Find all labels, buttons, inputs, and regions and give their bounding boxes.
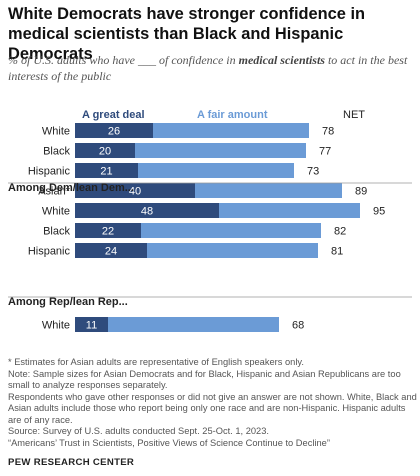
value-label-net: 89: [355, 186, 367, 198]
bar-fair-amount: [108, 317, 279, 332]
value-label-net: 81: [331, 246, 343, 258]
bar-great-deal: [75, 203, 219, 218]
group-label: Among Dem/lean Dem...: [8, 182, 134, 194]
bar-fair-amount: [153, 123, 309, 138]
bar-great-deal: [75, 223, 141, 238]
category-label: Hispanic: [28, 246, 71, 258]
value-label-great-deal: 20: [99, 146, 111, 158]
category-label: White: [42, 206, 70, 218]
note-report-title: “Americans’ Trust in Scientists, Positiv…: [8, 437, 330, 448]
category-label: Asian*: [38, 186, 71, 198]
bar-fair-amount: [138, 163, 294, 178]
category-label: Black: [43, 146, 70, 158]
note-source: Source: Survey of U.S. adults conducted …: [8, 426, 269, 436]
value-label-net: 73: [307, 166, 319, 178]
chart-notes: * Estimates for Asian adults are represe…: [8, 357, 418, 449]
legend-fair-amount: A fair amount: [197, 109, 268, 121]
value-label-great-deal: 24: [105, 246, 117, 258]
value-label-net: 82: [334, 226, 346, 238]
value-label-net: 78: [322, 126, 334, 138]
value-label-net: 68: [292, 320, 304, 332]
category-label: Black: [43, 226, 70, 238]
bar-fair-amount: [135, 143, 306, 158]
bar-fair-amount: [141, 223, 321, 238]
bar-great-deal: [75, 243, 147, 258]
bar-fair-amount: [195, 183, 342, 198]
value-label-great-deal: 22: [102, 226, 114, 238]
category-label: Hispanic: [28, 166, 71, 178]
net-header: NET: [343, 109, 365, 121]
bar-great-deal: [75, 143, 135, 158]
bar-great-deal: [75, 123, 153, 138]
chart-title: White Democrats have stronger confidence…: [8, 5, 366, 63]
value-label-great-deal: 11: [86, 320, 97, 332]
note-respondents: Respondents who gave other responses or …: [8, 391, 417, 425]
note-asian-estimates: * Estimates for Asian adults are represe…: [8, 357, 304, 367]
chart-subtitle: % of U.S. adults who have ___ of confide…: [8, 52, 412, 84]
bar-fair-amount: [147, 243, 318, 258]
group-label: Among Rep/lean Rep...: [8, 296, 128, 308]
pew-research-center-logo: PEW RESEARCH CENTER: [8, 457, 135, 468]
subtitle-emphasis: medical scientists: [238, 53, 325, 67]
note-sample-sizes: Note: Sample sizes for Asian Democrats a…: [8, 368, 401, 391]
bar-great-deal: [75, 183, 195, 198]
value-label-net: 77: [319, 146, 331, 158]
bar-great-deal: [75, 163, 138, 178]
value-label-great-deal: 26: [108, 126, 120, 138]
category-label: White: [42, 320, 70, 332]
category-label: White: [42, 126, 70, 138]
bar-great-deal: [75, 317, 108, 332]
value-label-great-deal: 21: [100, 166, 112, 178]
subtitle-text: % of U.S. adults who have ___ of confide…: [8, 53, 239, 67]
value-label-great-deal: 40: [129, 186, 141, 198]
legend-great-deal: A great deal: [82, 109, 145, 121]
bar-fair-amount: [219, 203, 360, 218]
subtitle-text-end: to act in the best interests of the publ…: [8, 53, 408, 83]
value-label-great-deal: 48: [141, 206, 153, 218]
value-label-net: 95: [373, 206, 385, 218]
